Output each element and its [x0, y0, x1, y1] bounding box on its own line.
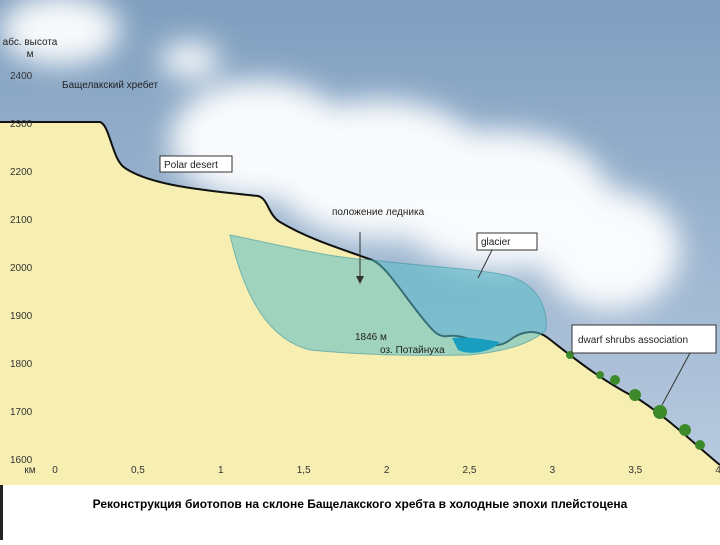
x-tick-label: 4	[715, 465, 720, 476]
x-tick-label: 3,5	[628, 465, 642, 476]
x-tick-label: 1,5	[297, 465, 311, 476]
polar-desert-label: Polar desert	[164, 160, 218, 171]
x-tick-label: 2,5	[463, 465, 477, 476]
glacier	[229, 234, 547, 356]
y-title: абс. высота	[3, 36, 58, 48]
shrubs-box	[571, 324, 717, 354]
x-tick-label: 0,5	[131, 465, 145, 476]
y-tick-label: 2400	[10, 71, 33, 82]
y-tick-label: 1900	[10, 311, 33, 322]
x-tick-label: 1	[218, 465, 224, 476]
lake-name: оз. Потайнуха	[380, 345, 445, 356]
y-tick-label: 2300	[10, 119, 33, 130]
shrubs	[566, 351, 705, 450]
caption: Реконструкция биотопов на склоне Бащелак…	[93, 497, 628, 511]
shrubs-label: dwarf shrubs association	[578, 335, 688, 346]
y-tick-label: 1700	[10, 407, 33, 418]
glacier-label: glacier	[481, 237, 511, 248]
x-tick-label: 2	[384, 465, 390, 476]
y-unit: м	[27, 49, 34, 60]
y-tick-label: 2100	[10, 215, 33, 226]
x-tick-label: 0	[52, 465, 58, 476]
arrow-head	[356, 276, 364, 284]
ridge-label: Бащелакский хребет	[62, 79, 159, 91]
caption-bar	[0, 485, 720, 540]
pointer	[661, 352, 691, 406]
polar-desert-box	[159, 155, 233, 173]
y-tick-label: 1600	[10, 455, 33, 466]
x-unit: км	[24, 465, 35, 476]
y-tick-label: 2200	[10, 167, 33, 178]
lake	[452, 337, 500, 353]
lake-altitude: 1846 м	[355, 332, 387, 343]
glacier-box	[476, 232, 538, 251]
y-tick-label: 2000	[10, 263, 33, 274]
x-tick-label: 3	[550, 465, 556, 476]
clouds	[0, 0, 680, 310]
pointer	[477, 249, 493, 279]
y-tick-label: 1800	[10, 359, 33, 370]
caption-edge	[0, 485, 3, 540]
glacier-position-label: положение ледника	[332, 207, 425, 218]
